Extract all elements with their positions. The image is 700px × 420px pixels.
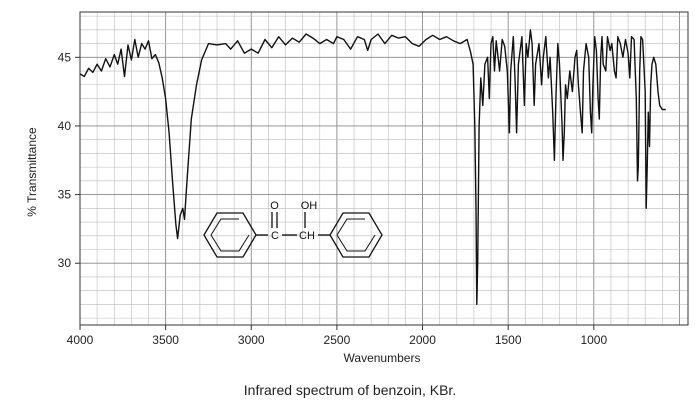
y-axis-ticks: 30 35 40 45	[58, 50, 80, 270]
benzene-ring-left	[203, 212, 257, 258]
figure-caption: Infrared spectrum of benzoin, KBr.	[243, 382, 457, 398]
x-tick-label: 1000	[580, 333, 607, 347]
x-tick-label: 1500	[495, 333, 522, 347]
y-tick-label: 30	[58, 256, 72, 270]
x-tick-label: 3000	[238, 333, 265, 347]
benzene-ring-left-inner	[210, 218, 250, 252]
oxygen-label: O	[270, 200, 279, 212]
x-tick-label: 4000	[67, 333, 94, 347]
plot-frame	[79, 11, 689, 326]
y-axis-title: % Transmittance	[25, 127, 39, 217]
y-tick-label: 35	[58, 188, 72, 202]
x-tick-label: 3500	[152, 333, 179, 347]
benzoin-structure	[203, 212, 383, 258]
x-axis-ticks: 4000 3500 3000 2500 2000 1500 1000	[67, 325, 607, 347]
x-tick-label: 2500	[324, 333, 351, 347]
chart-grid	[79, 12, 688, 325]
hydroxyl-label: OH	[301, 200, 318, 212]
y-tick-label: 45	[58, 50, 72, 64]
x-axis-title: Wavenumbers	[344, 351, 421, 365]
y-tick-label: 40	[58, 119, 72, 133]
carbonyl-carbon-label: C	[271, 230, 279, 242]
ch-label: CH	[299, 230, 315, 242]
spectrum-line	[79, 29, 666, 306]
benzene-ring-right	[329, 212, 383, 258]
x-tick-label: 2000	[409, 333, 436, 347]
benzene-ring-right-inner	[336, 218, 376, 252]
